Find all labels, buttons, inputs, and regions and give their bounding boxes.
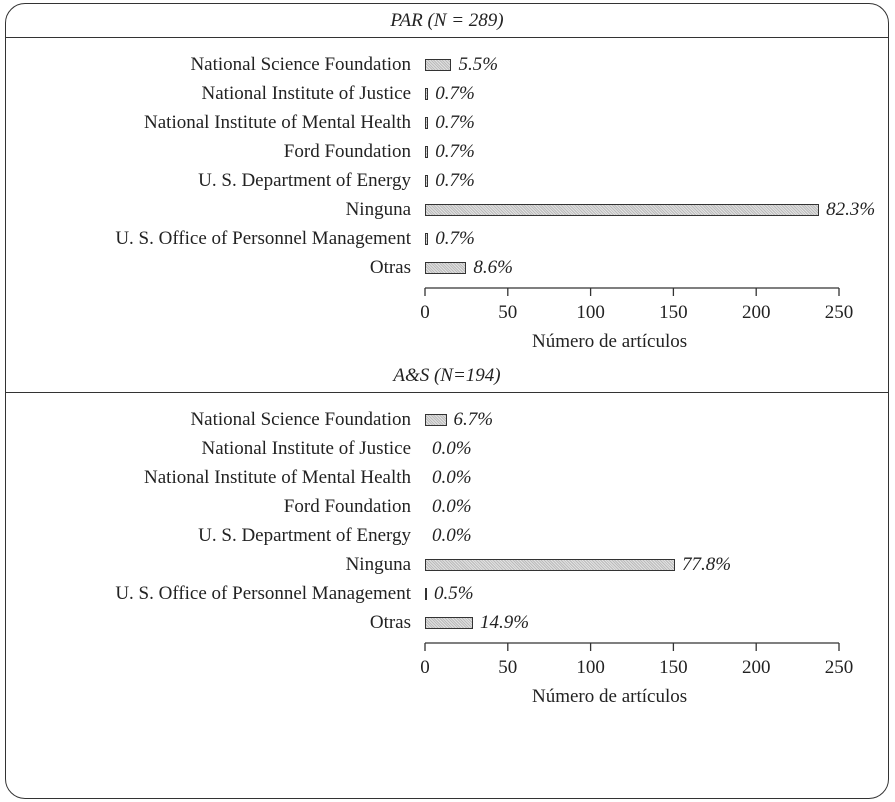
x-tick-label: 100: [576, 657, 605, 678]
category-label: U. S. Department of Energy: [198, 525, 411, 546]
x-tick-label: 200: [742, 657, 771, 678]
bar: [425, 174, 429, 187]
panel: A&S (N=194) National Science Foundation 6.…: [6, 359, 888, 714]
bar-cell: 0.7%: [425, 166, 475, 195]
x-tick-label: 100: [576, 302, 605, 323]
bar-cell: 0.0%: [425, 434, 472, 463]
figure-frame: PAR (N = 289) National Science Foundation…: [5, 3, 889, 799]
value-label: 0.7%: [435, 140, 475, 162]
category-label: Ford Foundation: [283, 141, 411, 162]
value-label: 5.5%: [458, 53, 499, 75]
row: National Institute of Justice 0.0%: [6, 434, 888, 463]
bar-cell: 0.7%: [425, 224, 475, 253]
bar: [425, 616, 474, 629]
value-label: 0.7%: [435, 169, 475, 191]
x-tick-label: 150: [659, 657, 688, 678]
category-label: Otras: [369, 257, 411, 278]
x-tick-label: 250: [825, 657, 854, 678]
row: Ford Foundation 0.0%: [6, 492, 888, 521]
bar-cell: 77.8%: [425, 550, 731, 579]
panel-title: A&S (N=194): [6, 359, 888, 393]
bar-cell: 6.7%: [425, 405, 493, 434]
category-label: National Science Foundation: [190, 409, 411, 430]
category-label: Otras: [369, 612, 411, 633]
bar-cell: 82.3%: [425, 195, 875, 224]
category-label: Ford Foundation: [283, 496, 411, 517]
bar: [425, 87, 429, 100]
category-label: Ninguna: [345, 554, 411, 575]
bar-cell: 0.0%: [425, 492, 472, 521]
bar-cell: 0.7%: [425, 108, 475, 137]
category-label: National Institute of Mental Health: [144, 467, 411, 488]
bar-cell: 0.7%: [425, 137, 475, 166]
bar-cell: 14.9%: [425, 608, 529, 637]
panel-title: PAR (N = 289): [6, 4, 888, 38]
bar: [425, 203, 820, 216]
x-tick-label: 150: [659, 302, 688, 323]
x-tick-label: 0: [420, 302, 430, 323]
value-label: 0.0%: [432, 466, 472, 488]
row: Ford Foundation 0.7%: [6, 137, 888, 166]
value-label: 14.9%: [480, 611, 530, 633]
value-label: 8.6%: [473, 256, 513, 278]
bar-cell: 5.5%: [425, 50, 498, 79]
row: U. S. Department of Energy 0.7%: [6, 166, 888, 195]
category-label: Ninguna: [345, 199, 411, 220]
value-label: 0.0%: [432, 437, 472, 459]
row: Otras 14.9%: [6, 608, 888, 637]
value-label: 0.7%: [435, 227, 475, 249]
bar: [425, 145, 429, 158]
value-label: 0.5%: [434, 582, 474, 604]
x-axis: 0 50 100 150 200 250: [420, 642, 854, 678]
row: Otras 8.6%: [6, 253, 888, 282]
x-axis-label: Número de artículos: [532, 331, 688, 352]
bar: [425, 261, 467, 274]
x-tick-label: 0: [420, 657, 430, 678]
bar-cell: 0.0%: [425, 521, 472, 550]
x-tick-label: 200: [742, 302, 771, 323]
x-tick-label: 50: [498, 657, 517, 678]
category-label: U. S. Department of Energy: [198, 170, 411, 191]
x-axis-label: Número de artículos: [532, 686, 688, 707]
row: National Institute of Justice 0.7%: [6, 79, 888, 108]
category-label: U. S. Office of Personnel Management: [115, 228, 411, 249]
value-label: 77.8%: [682, 553, 732, 575]
value-label: 0.0%: [432, 524, 472, 546]
bar: [425, 587, 427, 600]
row: National Institute of Mental Health 0.0%: [6, 463, 888, 492]
bar: [425, 232, 429, 245]
row: U. S. Office of Personnel Management 0.7%: [6, 224, 888, 253]
value-label: 6.7%: [453, 408, 494, 430]
panel: PAR (N = 289) National Science Foundation…: [6, 4, 888, 359]
x-axis: 0 50 100 150 200 250: [420, 287, 854, 323]
rows: National Science Foundation 5.5% National …: [6, 38, 888, 282]
row: U. S. Office of Personnel Management 0.5%: [6, 579, 888, 608]
bar: [425, 558, 676, 571]
value-label: 82.3%: [826, 198, 876, 220]
value-label: 0.0%: [432, 495, 472, 517]
row: National Science Foundation 5.5%: [6, 50, 888, 79]
bar-cell: 0.5%: [425, 579, 474, 608]
value-label: 0.7%: [435, 111, 475, 133]
bar: [425, 413, 447, 426]
bar-cell: 8.6%: [425, 253, 513, 282]
value-label: 0.7%: [435, 82, 475, 104]
row: National Science Foundation 6.7%: [6, 405, 888, 434]
row: Ninguna 82.3%: [6, 195, 888, 224]
category-label: National Institute of Justice: [201, 438, 411, 459]
x-tick-label: 50: [498, 302, 517, 323]
bar-cell: 0.0%: [425, 463, 472, 492]
category-label: National Institute of Justice: [201, 83, 411, 104]
category-label: National Science Foundation: [190, 54, 411, 75]
bar: [425, 116, 429, 129]
row: Ninguna 77.8%: [6, 550, 888, 579]
bar-cell: 0.7%: [425, 79, 475, 108]
x-tick-label: 250: [825, 302, 854, 323]
rows: National Science Foundation 6.7% National …: [6, 393, 888, 637]
category-label: National Institute of Mental Health: [144, 112, 411, 133]
row: U. S. Department of Energy 0.0%: [6, 521, 888, 550]
category-label: U. S. Office of Personnel Management: [115, 583, 411, 604]
row: National Institute of Mental Health 0.7%: [6, 108, 888, 137]
bar: [425, 58, 452, 71]
